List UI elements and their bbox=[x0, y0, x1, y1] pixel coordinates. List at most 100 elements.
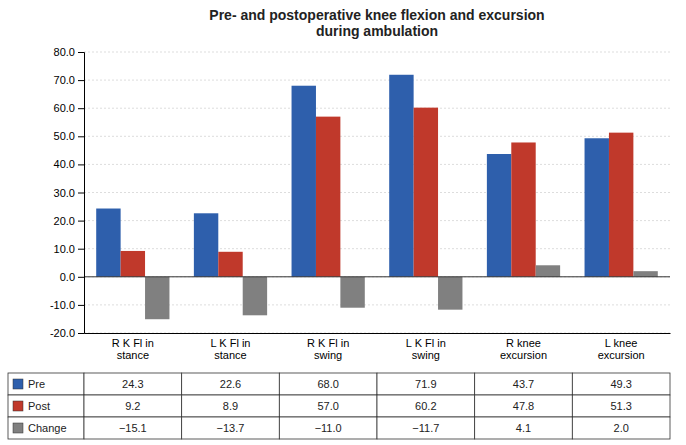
table-cell bbox=[84, 417, 182, 439]
table-cell bbox=[84, 373, 182, 395]
table-row: Post9.28.957.060.247.851.3 bbox=[8, 395, 670, 417]
y-tick: 10.0 bbox=[54, 243, 84, 255]
bar bbox=[585, 138, 609, 277]
table-value: 71.9 bbox=[415, 378, 436, 390]
x-axis: R K Fl instance L K Fl instance R K Fl ins… bbox=[85, 334, 671, 362]
x-tick: L kneeexcursion bbox=[598, 337, 645, 362]
bar-series bbox=[121, 108, 634, 277]
y-tick-label: 20.0 bbox=[54, 215, 75, 227]
grid-line bbox=[84, 304, 670, 305]
bars bbox=[96, 75, 658, 319]
table-row: Change−15.1−13.7−11.0−11.74.12.0 bbox=[8, 417, 670, 439]
table-cell bbox=[279, 373, 377, 395]
table-row: Pre24.322.668.071.943.749.3 bbox=[8, 373, 670, 395]
x-tick-label: R K Fl instance bbox=[112, 337, 154, 362]
y-tick-label: -10.0 bbox=[50, 299, 75, 311]
table-value: −13.7 bbox=[217, 422, 245, 434]
x-tick-label: L K Fl inswing bbox=[406, 337, 446, 362]
y-tick-label: 60.0 bbox=[54, 102, 75, 114]
grid-line bbox=[84, 108, 670, 109]
x-tick: L K Fl inswing bbox=[406, 337, 446, 362]
grid-line bbox=[84, 192, 670, 193]
title: Pre- and postoperative knee flexion and … bbox=[209, 7, 544, 39]
y-tick-label: 0.0 bbox=[60, 271, 75, 283]
bar bbox=[96, 209, 120, 277]
x-tick-label: R K Fl inswing bbox=[307, 337, 349, 362]
x-tick: R kneeexcursion bbox=[500, 337, 547, 362]
plot: -20.0 -10.0 0.0 10.0 20.0 30.0 40.0 50.0 60.0 70.… bbox=[50, 46, 671, 361]
table-cell bbox=[279, 395, 377, 417]
bar bbox=[414, 108, 438, 277]
grid-line bbox=[84, 136, 670, 137]
y-tick: 30.0 bbox=[54, 187, 84, 199]
x-tick: L K Fl instance bbox=[211, 337, 251, 362]
y-tick: 40.0 bbox=[54, 158, 84, 170]
legend-swatch bbox=[13, 401, 23, 411]
y-tick: 50.0 bbox=[54, 130, 84, 142]
y-tick-label: 40.0 bbox=[54, 158, 75, 170]
y-axis: -20.0 -10.0 0.0 10.0 20.0 30.0 40.0 50.0 60.0 70.… bbox=[50, 46, 85, 339]
table-cell bbox=[182, 395, 280, 417]
table-value: −11.0 bbox=[315, 422, 342, 434]
table-cell bbox=[8, 395, 84, 417]
y-tick-mark bbox=[78, 164, 84, 165]
legend-label: Pre bbox=[28, 378, 45, 390]
table-value: 22.6 bbox=[220, 378, 241, 390]
x-tick-label: L kneeexcursion bbox=[598, 337, 645, 362]
y-tick-mark bbox=[78, 221, 84, 222]
y-tick-label: 80.0 bbox=[54, 46, 75, 58]
grid-line bbox=[84, 220, 670, 221]
table-cell bbox=[475, 417, 573, 439]
table-cell bbox=[182, 373, 280, 395]
chart: Pre- and postoperative knee flexion and … bbox=[0, 0, 686, 445]
grid-line bbox=[84, 164, 670, 165]
bar bbox=[536, 265, 560, 277]
table-cell bbox=[377, 395, 475, 417]
grid-line bbox=[84, 333, 670, 334]
y-tick: 60.0 bbox=[54, 102, 84, 114]
x-tick-label: R kneeexcursion bbox=[500, 337, 547, 362]
y-tick: 80.0 bbox=[54, 46, 84, 58]
grid-line bbox=[84, 52, 670, 53]
y-tick-mark bbox=[78, 193, 84, 194]
bar bbox=[340, 277, 364, 308]
legend-swatch bbox=[13, 423, 23, 433]
grid-line bbox=[84, 276, 670, 277]
y-tick-label: 50.0 bbox=[54, 130, 75, 142]
table-cell bbox=[475, 373, 573, 395]
grid-line bbox=[84, 80, 670, 81]
table-value: 51.3 bbox=[610, 400, 631, 412]
y-tick: -20.0 bbox=[50, 327, 84, 339]
table-value: 43.7 bbox=[513, 378, 534, 390]
table-cell bbox=[84, 395, 182, 417]
y-tick-label: -20.0 bbox=[50, 327, 75, 339]
y-tick-mark bbox=[78, 52, 84, 53]
y-tick-label: 70.0 bbox=[54, 74, 75, 86]
table-cell bbox=[377, 373, 475, 395]
y-tick-mark bbox=[78, 277, 84, 278]
y-tick: -10.0 bbox=[50, 299, 84, 311]
bar bbox=[194, 213, 218, 277]
table-value: 60.2 bbox=[415, 400, 436, 412]
grid-line bbox=[84, 248, 670, 249]
table-cell bbox=[279, 417, 377, 439]
x-tick: R K Fl instance bbox=[112, 337, 154, 362]
table-value: 8.9 bbox=[223, 400, 238, 412]
y-tick-mark bbox=[78, 80, 84, 81]
bar bbox=[243, 277, 267, 315]
grid bbox=[84, 52, 670, 333]
bar-series bbox=[145, 265, 658, 319]
bar bbox=[438, 277, 462, 310]
zero-line bbox=[84, 276, 670, 277]
y-tick: 0.0 bbox=[60, 271, 84, 283]
bar bbox=[145, 277, 169, 319]
table-cell bbox=[377, 417, 475, 439]
table-value: 2.0 bbox=[614, 422, 629, 434]
y-tick: 20.0 bbox=[54, 215, 84, 227]
x-tick: R K Fl inswing bbox=[307, 337, 349, 362]
bar bbox=[633, 271, 657, 277]
y-tick-mark bbox=[78, 136, 84, 137]
y-axis-line bbox=[78, 53, 85, 334]
y-tick-mark bbox=[78, 108, 84, 109]
table-cell bbox=[8, 373, 84, 395]
